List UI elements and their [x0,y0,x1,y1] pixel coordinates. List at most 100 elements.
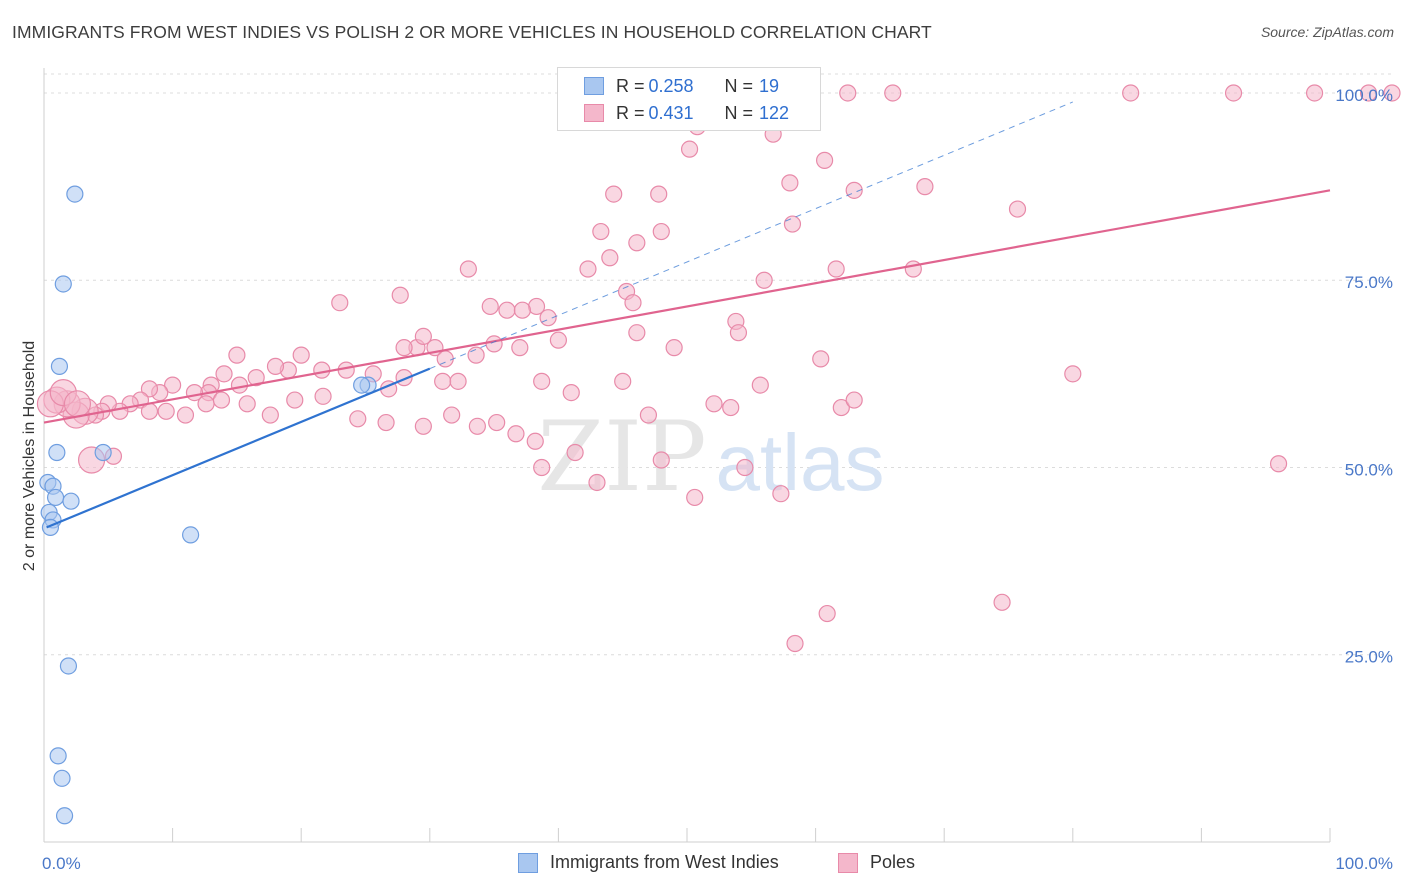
poles-point [215,365,233,383]
poles-point [314,387,332,405]
series-legend: Immigrants from West Indies Poles [0,852,1406,878]
poles-point [286,391,304,409]
west-indies-point [62,492,80,510]
poles-point [533,458,551,477]
poles-point [436,350,454,368]
poles-point [63,390,92,418]
poles-point [414,327,432,346]
poles-point [639,406,658,424]
y-tick-label: 100.0% [1335,86,1393,105]
watermark: ZIP atlas [537,401,884,513]
poles-point [827,260,845,278]
legend-row-poles: R = 0.431 N = 122 [584,101,789,125]
poles-point [164,376,182,394]
legend-item-west-indies: Immigrants from West Indies [518,852,779,873]
west-indies-point [41,518,60,537]
poles-point [628,234,646,252]
poles-point [588,473,606,492]
poles-point [751,376,769,394]
poles-point [652,222,670,241]
poles-point [261,406,279,424]
poles-point [197,395,215,413]
chart-title: IMMIGRANTS FROM WEST INDIES VS POLISH 2 … [12,22,932,42]
poles-point [884,84,902,102]
poles-point [391,286,409,304]
poles-point [904,260,922,278]
poles-point [624,294,642,312]
poles-point [566,443,584,462]
west-indies-trend-extension [429,101,1073,370]
poles-point [292,346,310,364]
legend-n-value: 19 [759,75,780,96]
poles-point [628,324,646,342]
west-indies-point [46,488,65,507]
poles-point [247,369,265,387]
poles-point [549,331,568,349]
poles-point [1269,455,1288,473]
poles-point [1383,84,1401,102]
legend-r-value: 0.431 [648,102,694,123]
legend-item-poles: Poles [838,852,915,873]
poles-point [449,372,467,390]
west-indies-trend-line [46,367,431,529]
poles-point [601,249,619,267]
poles-point [916,178,934,196]
poles-point [349,410,367,428]
source-label: Source: ZipAtlas.com [1260,24,1394,40]
poles-point [238,395,256,413]
poles-point [526,432,544,450]
west-indies-point [53,769,71,787]
trend-lines [43,101,1331,529]
poles-point [176,406,195,424]
poles-point [485,335,503,353]
west-indies-point [66,185,84,203]
legend-r-value: 0.258 [648,75,694,96]
west-indies-point [55,807,74,825]
poles-point [614,372,632,390]
west-indies-point [49,747,67,765]
poles-point [786,634,804,653]
poles-point [562,383,580,402]
poles-point [228,346,246,364]
y-tick-label: 50.0% [1345,460,1393,479]
x-tick-label: 100.0% [1335,854,1393,873]
poles-point [772,485,790,503]
poles-point [993,593,1011,611]
west-indies-point [48,443,66,462]
legend-swatch-west-indies [518,852,538,873]
legend-n-value: 122 [759,102,790,123]
poles-point [1008,200,1027,218]
legend-n-label: N = [724,75,754,96]
legend-swatch-poles [584,104,604,122]
poles-point [650,185,668,203]
west-indies-point [54,275,72,293]
poles-point [331,294,349,312]
poles-point [434,372,452,390]
poles-point [1359,84,1378,102]
west-indies-point [182,526,200,544]
poles-point [1122,84,1140,102]
poles-point [395,339,413,357]
poles-point [845,391,863,409]
poles-point [812,350,830,368]
legend-label-west-indies: Immigrants from West Indies [550,852,779,872]
poles-point [443,406,461,424]
poles-point [377,413,395,432]
poles-point [414,417,432,435]
poles-point [680,140,699,158]
poles-point [507,425,525,443]
poles-point [157,402,175,420]
poles-point [783,215,802,233]
poles-point [313,361,331,379]
poles-point [511,339,529,357]
poles-points [36,84,1401,653]
poles-trend-line [43,189,1331,424]
tick-labels: 25.0% 50.0% 75.0% 100.0% 0.0% 100.0% [42,86,1393,873]
watermark-zip: ZIP [537,401,706,513]
poles-point [266,357,285,375]
poles-point [665,339,683,357]
legend-label-poles: Poles [870,852,916,872]
poles-point [498,301,516,319]
legend-swatch-poles [838,852,858,873]
poles-point [467,346,485,364]
